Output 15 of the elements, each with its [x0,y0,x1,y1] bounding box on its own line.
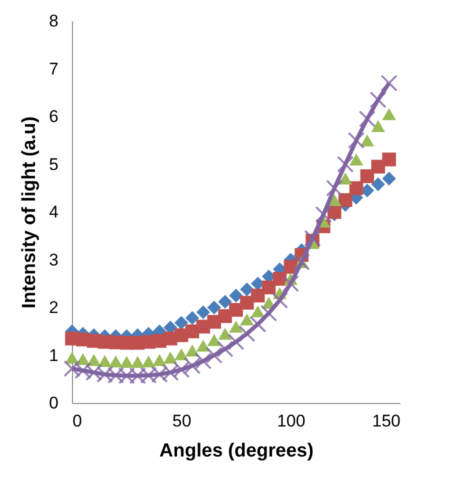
y-axis-title: Intensity of light (a.u) [19,116,40,309]
y-tick-label: 7 [49,59,58,78]
y-tick-label: 0 [49,394,58,412]
y-tick-label: 3 [49,250,58,270]
y-tick-label: 8 [49,12,58,30]
x-tick-label: 100 [276,412,306,430]
y-tick-label: 1 [49,346,58,365]
x-tick-label: 150 [372,412,400,430]
x-tick-label: 50 [172,412,192,430]
x-tick-label: 0 [72,412,82,430]
y-tick-label: 2 [49,298,58,317]
y-tick-label: 6 [49,107,58,126]
y-tick-label: 4 [49,202,58,222]
x-axis-title: Angles (degrees) [159,440,314,462]
y-tick-label: 5 [49,154,58,174]
